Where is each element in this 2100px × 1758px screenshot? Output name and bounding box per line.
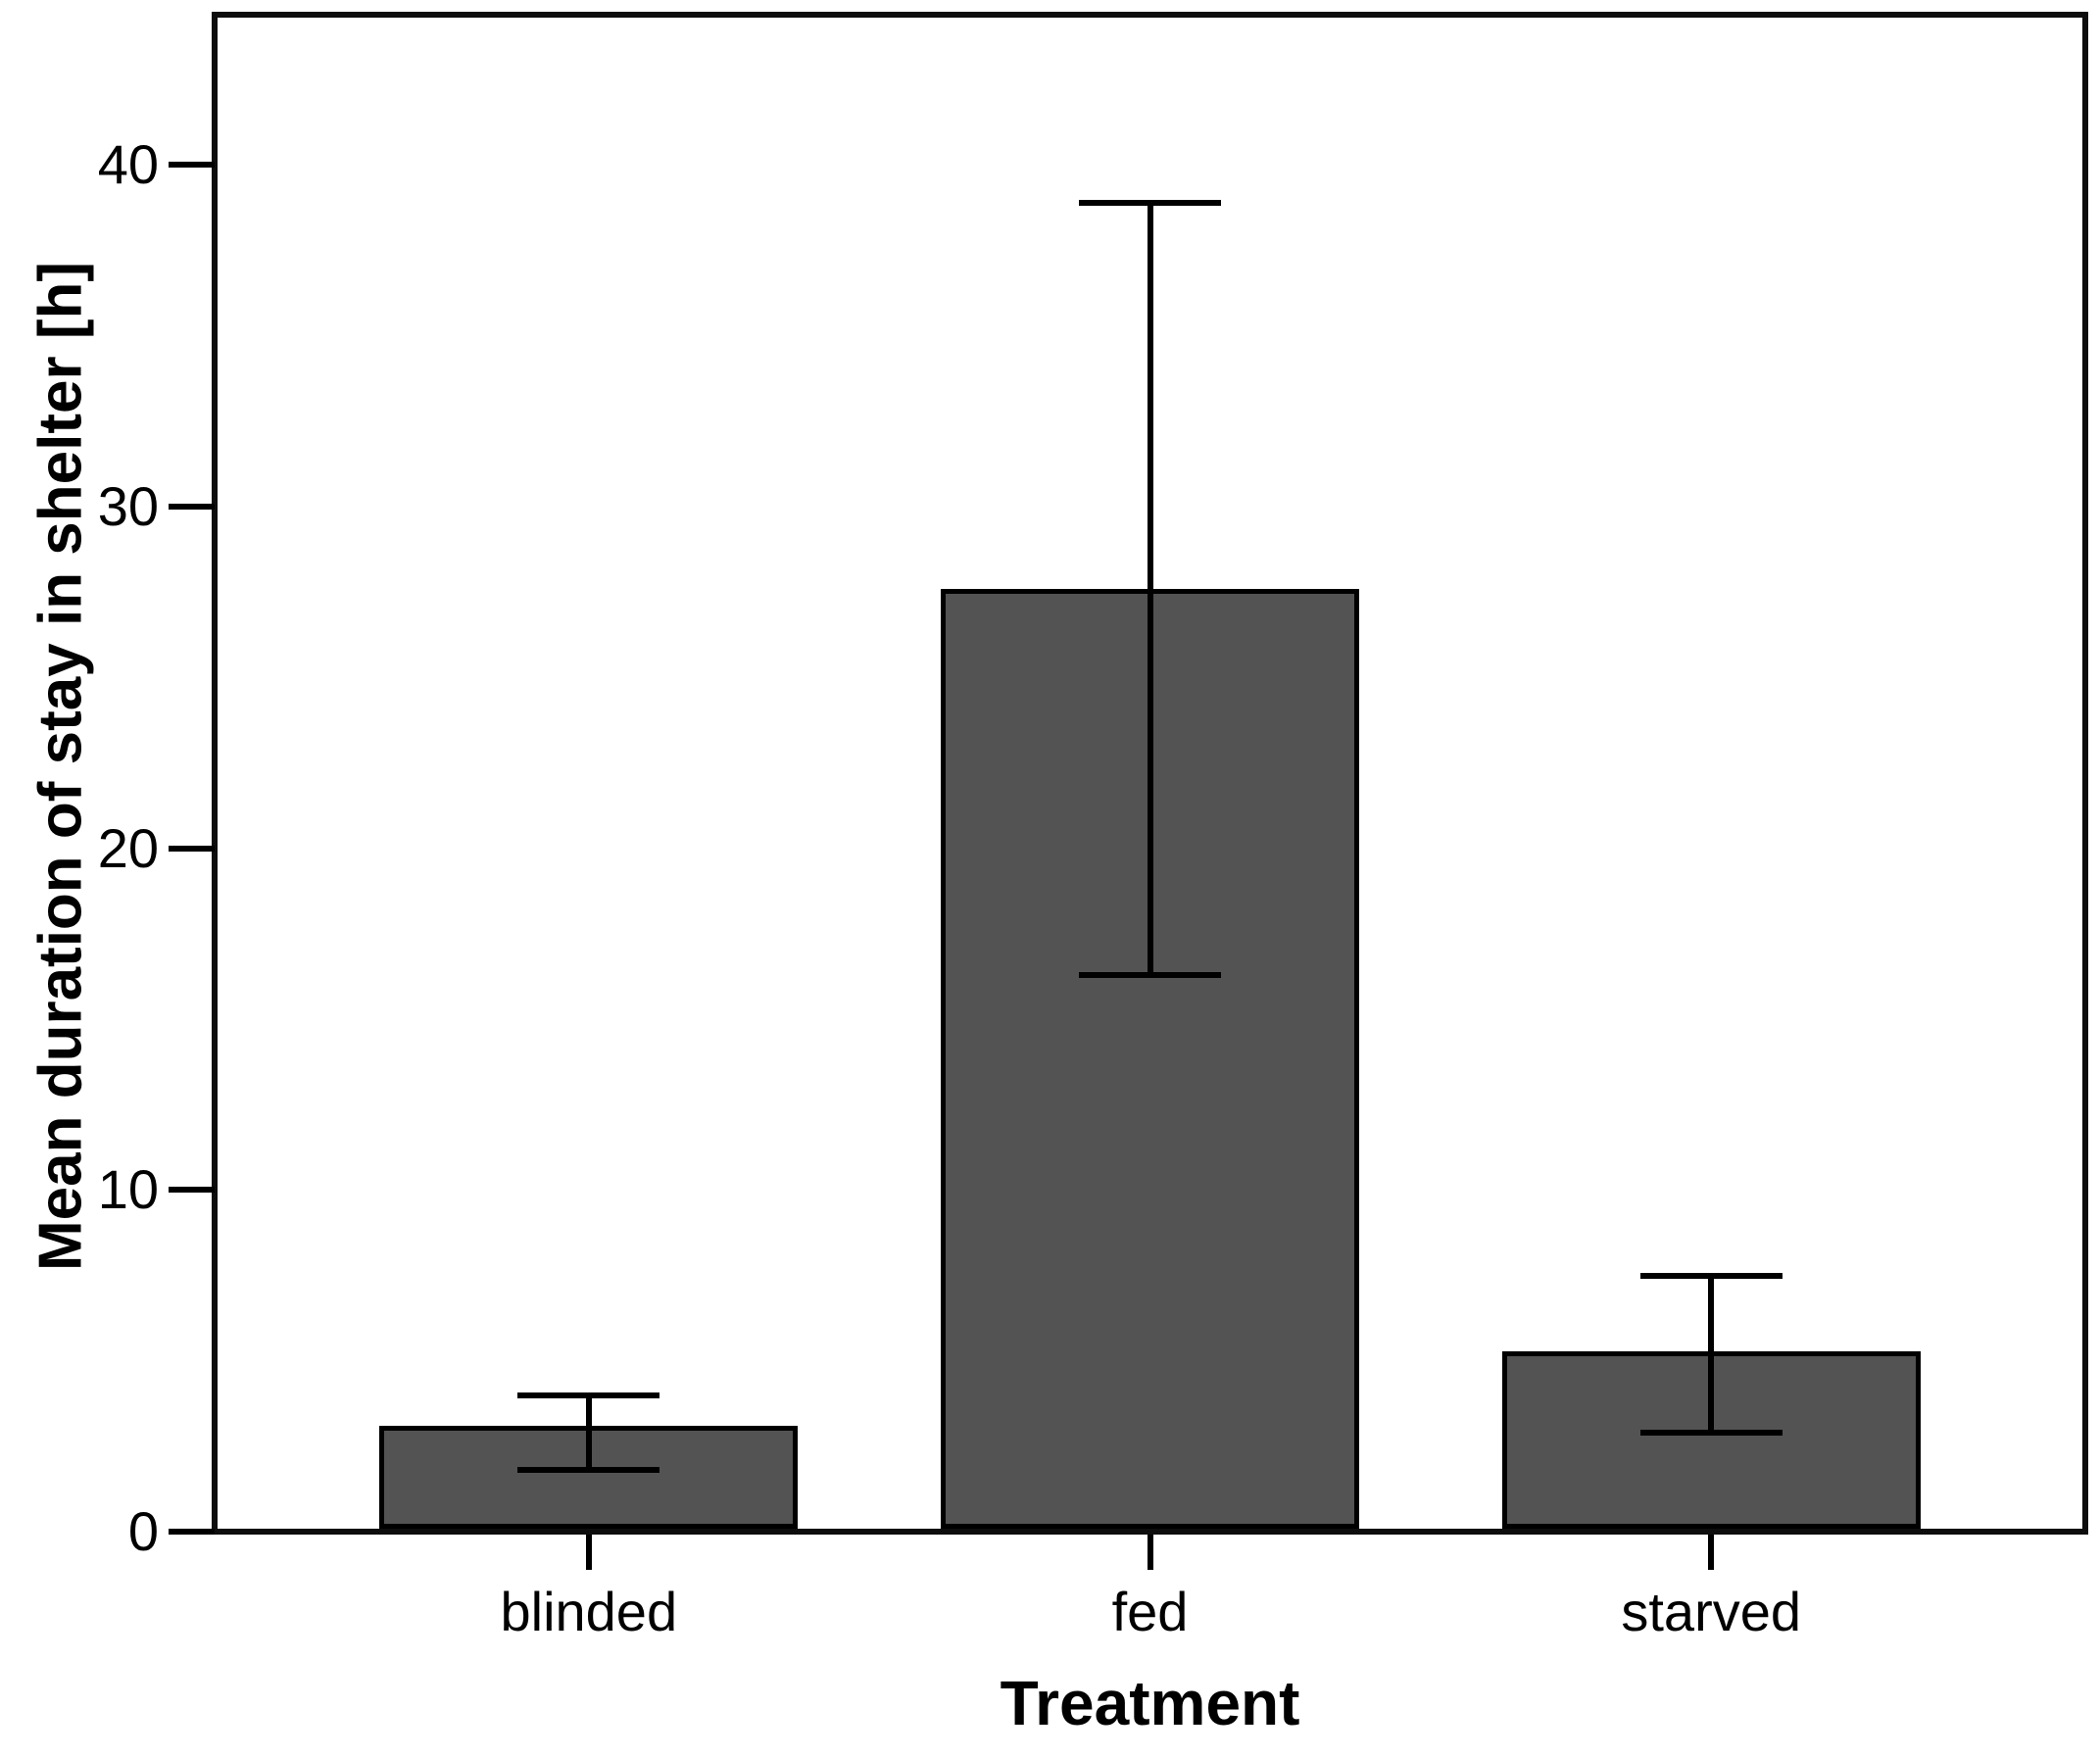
x-axis-tick-blinded (585, 1535, 592, 1570)
y-axis-title: Mean duration of stay in shelter [h] (26, 262, 95, 1271)
y-axis-tick (169, 1187, 215, 1194)
y-axis-tick (169, 1529, 215, 1535)
x-axis-title: Treatment (1000, 1668, 1300, 1738)
y-axis-tick (169, 162, 215, 169)
x-axis-tick-starved (1708, 1535, 1715, 1570)
error-cap-bottom-blinded (517, 1467, 660, 1474)
error-cap-bottom-fed (1079, 971, 1221, 978)
y-tick-label: 0 (127, 1500, 159, 1562)
error-cap-top-fed (1079, 199, 1221, 206)
error-bar-blinded (585, 1394, 592, 1471)
y-axis-tick (169, 504, 215, 511)
error-cap-top-blinded (517, 1392, 660, 1398)
error-bar-starved (1708, 1275, 1715, 1433)
x-axis-tick-fed (1147, 1535, 1153, 1570)
y-tick-label: 40 (97, 133, 159, 196)
error-cap-bottom-starved (1639, 1429, 1783, 1436)
error-bar-fed (1147, 202, 1153, 975)
x-category-label-starved: starved (1621, 1581, 1801, 1642)
y-tick-label: 20 (97, 816, 159, 879)
y-axis-tick (169, 845, 215, 852)
error-cap-top-starved (1639, 1272, 1783, 1279)
x-category-label-blinded: blinded (500, 1581, 678, 1642)
y-tick-label: 10 (97, 1158, 159, 1221)
y-tick-label: 30 (97, 475, 159, 538)
x-category-label-fed: fed (1111, 1581, 1189, 1642)
